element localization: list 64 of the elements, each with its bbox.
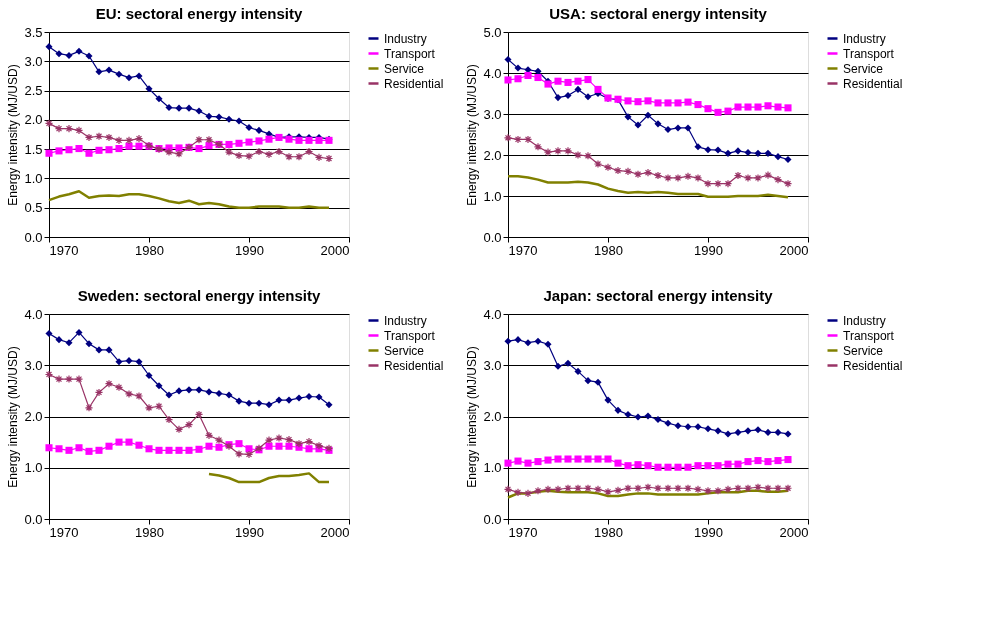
y-tick-label: 2.0 xyxy=(483,147,502,163)
y-axis-title: Energy intensity (MJ/USD) xyxy=(465,346,480,488)
y-axis-title: Energy intensity (MJ/USD) xyxy=(6,64,21,206)
y-tick-label: 3.0 xyxy=(483,106,502,122)
x-tick-label: 1980 xyxy=(594,524,623,540)
y-tick-label: 5.0 xyxy=(483,24,502,40)
y-tick-label: 3.0 xyxy=(483,357,502,373)
y-tick-label: 4.0 xyxy=(483,65,502,81)
y-tick-label: 0.0 xyxy=(483,511,502,527)
legend-label: Service xyxy=(384,61,425,76)
y-tick-label: 0.0 xyxy=(24,511,43,527)
y-tick-label: 0.0 xyxy=(483,229,502,245)
legend-label: Residential xyxy=(843,76,903,91)
legend-label: Industry xyxy=(384,31,427,46)
y-tick-label: 1.5 xyxy=(24,141,43,157)
x-tick-label: 1970 xyxy=(49,242,79,258)
chart-title: Sweden: sectoral energy intensity xyxy=(77,287,321,304)
legend-label: Transport xyxy=(843,46,895,61)
y-tick-label: 0.0 xyxy=(24,229,43,245)
legend-label: Transport xyxy=(384,46,436,61)
legend-label: Industry xyxy=(843,313,886,328)
y-tick-label: 2.0 xyxy=(483,409,502,424)
x-tick-label: 1990 xyxy=(235,242,264,258)
y-tick-label: 0.5 xyxy=(24,200,43,216)
x-tick-label: 2000 xyxy=(320,524,350,540)
x-tick-label: 1980 xyxy=(594,242,623,258)
legend-label: Service xyxy=(843,343,884,358)
y-tick-label: 1.0 xyxy=(483,460,502,476)
legend-label: Transport xyxy=(384,328,436,343)
y-tick-label: 1.0 xyxy=(24,170,43,186)
x-tick-label: 2000 xyxy=(779,242,809,258)
y-tick-label: 1.0 xyxy=(24,460,43,476)
x-tick-label: 1990 xyxy=(235,524,264,540)
y-tick-label: 2.0 xyxy=(24,112,43,128)
y-axis-title: Energy intensity (MJ/USD) xyxy=(6,346,21,488)
x-tick-label: 1980 xyxy=(135,524,164,540)
chart-title: Japan: sectoral energy intensity xyxy=(543,287,774,304)
x-tick-label: 1990 xyxy=(694,242,723,258)
legend-label: Residential xyxy=(384,76,444,91)
x-tick-label: 1970 xyxy=(508,242,538,258)
y-axis-title: Energy intensity (MJ/USD) xyxy=(465,64,480,206)
legend-label: Transport xyxy=(843,328,895,343)
legend-label: Residential xyxy=(843,358,903,373)
chart-title: USA: sectoral energy intensity xyxy=(549,5,768,22)
x-tick-label: 1980 xyxy=(135,242,164,258)
y-tick-label: 2.5 xyxy=(24,83,43,99)
y-tick-label: 2.0 xyxy=(24,409,43,424)
x-tick-label: 1970 xyxy=(508,524,538,540)
legend-label: Residential xyxy=(384,358,444,373)
x-tick-label: 2000 xyxy=(779,524,809,540)
y-tick-label: 4.0 xyxy=(24,306,43,322)
x-tick-label: 1990 xyxy=(694,524,723,540)
legend-label: Industry xyxy=(843,31,886,46)
y-tick-label: 4.0 xyxy=(483,306,502,322)
x-tick-label: 1970 xyxy=(49,524,79,540)
legend-label: Service xyxy=(384,343,425,358)
y-tick-label: 1.0 xyxy=(483,188,502,204)
y-tick-label: 3.0 xyxy=(24,53,43,69)
chart-title: EU: sectoral energy intensity xyxy=(95,5,304,22)
x-tick-label: 2000 xyxy=(320,242,350,258)
legend-label: Industry xyxy=(384,313,427,328)
y-tick-label: 3.5 xyxy=(24,24,43,40)
y-tick-label: 3.0 xyxy=(24,357,43,373)
legend-label: Service xyxy=(843,61,884,76)
